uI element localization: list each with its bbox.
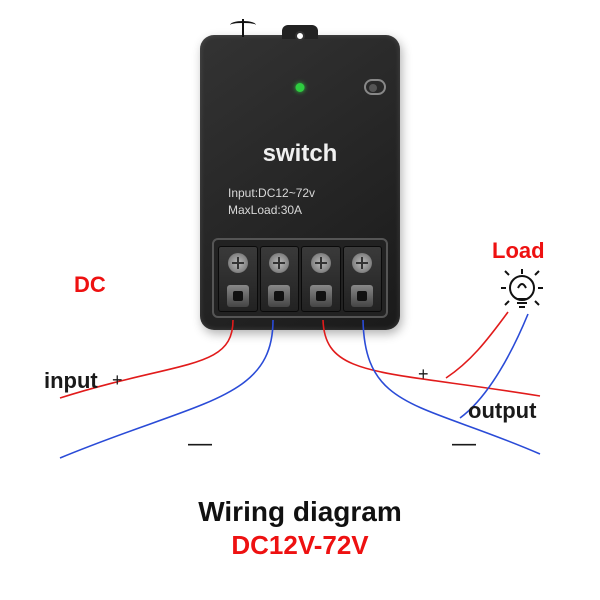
device-brand-label: switch — [200, 140, 400, 168]
pairing-button — [364, 79, 386, 95]
title-line-1: Wiring diagram — [0, 496, 600, 528]
terminal-block — [212, 238, 388, 318]
terminal-3-dc-out-pos — [301, 246, 341, 312]
antenna-coil — [230, 21, 256, 29]
label-output-plus: + — [418, 364, 429, 385]
power-led-icon — [296, 83, 305, 92]
label-input: input — [44, 368, 98, 394]
wire-output-pos — [323, 320, 540, 396]
terminal-4-dc-out-neg — [343, 246, 383, 312]
label-load: Load — [492, 238, 545, 264]
label-output: output — [468, 398, 536, 424]
label-output-minus: — — [452, 430, 476, 458]
wire-load-pos — [446, 312, 508, 378]
mount-hole — [295, 31, 305, 41]
title-line-2: DC12V-72V — [0, 530, 600, 561]
label-dc: DC — [74, 272, 106, 298]
bulb-icon — [500, 266, 544, 323]
label-input-plus: + — [112, 370, 123, 391]
wiring-diagram-canvas: switch Input:DC12~72v MaxLoad:30A ⊕ ⊖ DC… — [0, 0, 600, 600]
label-input-minus: — — [188, 430, 212, 458]
switch-device: switch Input:DC12~72v MaxLoad:30A ⊕ ⊖ DC… — [200, 35, 400, 330]
spec-line-1: Input:DC12~72v — [228, 185, 315, 202]
spec-line-2: MaxLoad:30A — [228, 202, 315, 219]
device-spec: Input:DC12~72v MaxLoad:30A — [228, 185, 315, 219]
terminal-2-dc-in-neg — [260, 246, 300, 312]
terminal-1-dc-in-pos — [218, 246, 258, 312]
